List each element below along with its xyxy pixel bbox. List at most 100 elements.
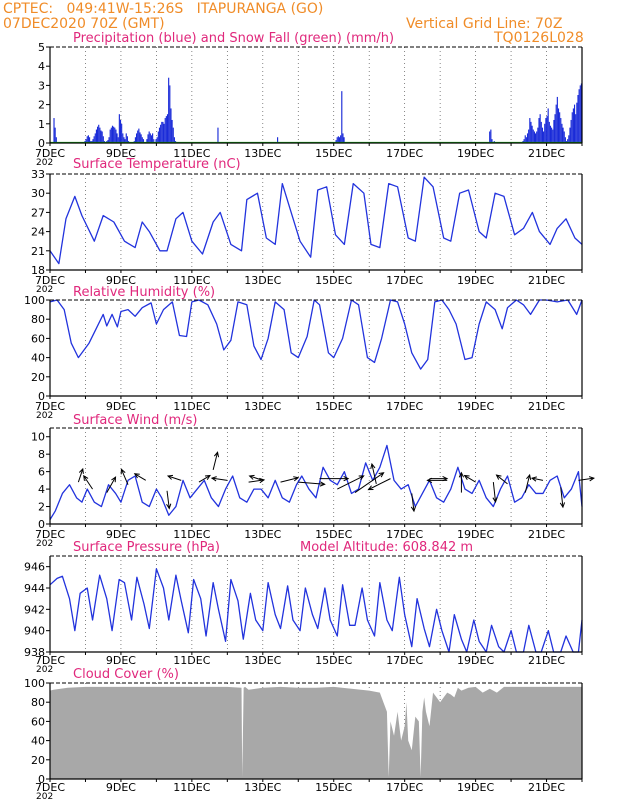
wind-arrow — [298, 481, 325, 485]
x-tick-label: 13DEC — [244, 528, 281, 541]
precip-bar — [115, 129, 117, 143]
wind-arrow — [337, 475, 364, 490]
precip-bar — [336, 137, 338, 143]
x-tick-label: 13DEC — [244, 400, 281, 413]
x-axis-year-fragment: 202 — [36, 285, 53, 295]
y-tick-label: 60 — [31, 715, 45, 728]
wind-arrow — [368, 478, 391, 491]
precip-bar — [53, 118, 55, 143]
precip-bar — [168, 77, 170, 143]
press-line — [49, 568, 583, 653]
y-tick-label: 940 — [24, 625, 45, 638]
panel-title: Relative Humidity (%) — [73, 285, 215, 300]
y-tick-label: 80 — [31, 696, 45, 709]
x-tick-label: 19DEC — [457, 528, 494, 541]
wind-arrow — [411, 493, 415, 512]
y-tick-label: 946 — [24, 561, 45, 574]
precip-bar — [531, 125, 533, 143]
wind-arrow-head — [495, 474, 502, 480]
y-tick-label: 21 — [31, 245, 45, 258]
precip-bar — [161, 121, 163, 143]
precip-bar — [338, 137, 341, 143]
wind-arrow — [77, 468, 84, 483]
precip-bar — [577, 95, 579, 143]
precip-bar — [341, 91, 343, 143]
precip-bar — [528, 129, 530, 143]
precip-bar — [97, 126, 99, 143]
precip-bar — [553, 119, 555, 143]
precip-bar — [562, 127, 564, 143]
precip-bar — [162, 121, 164, 143]
x-tick-label: 21DEC — [528, 528, 565, 541]
precip-bar — [534, 133, 537, 143]
wind-arrow — [524, 474, 531, 493]
wind-arrow-head — [120, 468, 126, 475]
precip-bar — [171, 119, 173, 143]
precip-bar — [529, 118, 531, 143]
precip-bar — [118, 114, 120, 143]
precip-bar — [342, 133, 344, 143]
y-tick-label: 24 — [31, 226, 45, 239]
panel-annotation: Model Altitude: 608.842 m — [300, 540, 473, 555]
header-code: TQ0126L028 — [494, 30, 584, 46]
wind-arrow-head — [367, 485, 374, 491]
x-tick-label: 19DEC — [457, 781, 494, 794]
x-tick-label: 15DEC — [315, 654, 352, 667]
precip-bar — [570, 119, 572, 143]
precip-bar — [125, 133, 127, 143]
wind-arrow — [167, 475, 182, 481]
precip-bar — [98, 124, 100, 143]
wind-arrow — [578, 477, 594, 481]
x-tick-label: 15DEC — [315, 274, 352, 287]
precip-bar — [158, 127, 161, 143]
precip-bar — [573, 104, 576, 143]
wind-arrow-head — [133, 473, 140, 479]
y-tick-label: 5 — [38, 41, 45, 54]
precip-bar — [541, 127, 544, 143]
precip-bar — [170, 108, 172, 143]
panel-title: Precipitation (blue) and Snow Fall (gree… — [73, 31, 394, 46]
precip-bar — [111, 125, 114, 143]
y-tick-label: 20 — [31, 754, 45, 767]
precip-bar — [117, 137, 119, 143]
wind-arrow — [464, 475, 476, 483]
precip-bar — [532, 129, 534, 143]
precip-bar — [93, 136, 95, 143]
x-tick-label: 13DEC — [244, 274, 281, 287]
precip-bar — [343, 137, 345, 143]
y-tick-label: 100 — [24, 677, 45, 690]
wind-arrow — [211, 477, 228, 481]
y-tick-label: 10 — [31, 431, 45, 444]
precip-bar — [555, 104, 557, 143]
x-axis-year-fragment: 202 — [36, 792, 53, 800]
y-tick-label: 944 — [24, 582, 45, 595]
panel-title: Surface Pressure (hPa) — [73, 540, 220, 555]
precip-bar — [166, 114, 169, 143]
wind-arrow — [354, 472, 384, 493]
x-tick-label: 11DEC — [173, 274, 210, 287]
precip-bar — [101, 131, 103, 143]
wind-arrow-head — [370, 462, 376, 470]
panel-precip: 0 1 2 3 4 5 7DEC 9DEC 11DEC 13DEC 15DEC 17DEC 19DEC 2… — [35, 31, 583, 168]
wind-arrow-head — [259, 477, 266, 484]
precip-bar — [140, 134, 142, 143]
precip-bar — [554, 114, 556, 143]
precip-bar — [579, 85, 581, 143]
precip-bar — [525, 137, 527, 143]
precip-bar — [543, 131, 545, 143]
wind-arrow-head — [166, 474, 174, 480]
precip-bar — [156, 137, 158, 143]
x-tick-label: 13DEC — [244, 781, 281, 794]
precip-bar — [113, 126, 115, 143]
precip-bar — [95, 129, 98, 143]
wind-arrow-head — [463, 474, 470, 480]
precip-bar — [165, 116, 167, 143]
x-tick-label: 15DEC — [315, 781, 352, 794]
precip-bar — [571, 112, 573, 143]
wind-arrow — [496, 474, 508, 485]
precip-bar — [164, 118, 166, 143]
precip-bar — [545, 118, 547, 143]
precip-bar — [160, 124, 162, 143]
x-tick-label: 9DEC — [106, 781, 136, 794]
x-tick-label: 17DEC — [386, 528, 423, 541]
